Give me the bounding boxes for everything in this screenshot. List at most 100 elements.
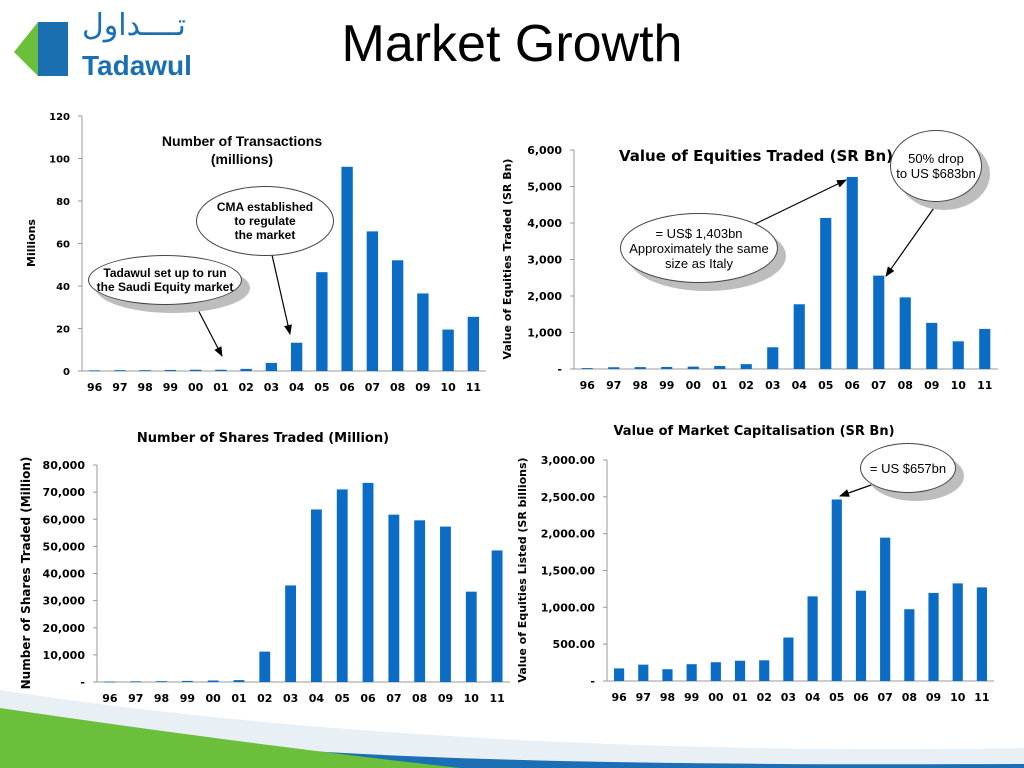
x-tick-label: 06: [853, 691, 869, 704]
chart-value-of-equities-traded: - 1,000 2,000 3,000 4,000 5,000 6,000 96 97 98 99 0…: [501, 144, 998, 392]
y-tick-label: 3,000: [527, 254, 562, 267]
x-tick-label: 11: [977, 379, 992, 392]
bar-01: [215, 369, 227, 371]
y-tick-label: 40: [56, 282, 70, 293]
y-tick-label: 70,000: [43, 486, 86, 499]
x-tick-label: 08: [902, 691, 917, 704]
x-tick-label: 02: [757, 691, 772, 704]
x-tick-label: 04: [792, 379, 808, 392]
logo-arabic-text: تــــداول: [82, 8, 186, 43]
x-tick-label: 97: [128, 692, 143, 705]
bar-09: [417, 293, 429, 371]
bar-98: [139, 370, 151, 371]
y-tick-label: 4,000: [527, 217, 562, 230]
x-tick-label: 02: [739, 379, 754, 392]
y-tick-label: 2,000: [527, 290, 562, 303]
y-tick-label: 10,000: [43, 649, 86, 662]
x-tick-label: 98: [660, 691, 675, 704]
callout-cma-text: CMA established to regulate the market: [196, 186, 334, 256]
bar-98: [634, 367, 646, 369]
x-tick-label: 10: [951, 379, 967, 392]
x-tick-label: 06: [339, 381, 355, 394]
bar-99: [181, 680, 193, 682]
bar-04: [807, 596, 818, 681]
chart-title-line: Number of Transactions: [162, 133, 322, 149]
bar-05: [831, 499, 842, 681]
x-tick-label: 00: [686, 379, 702, 392]
tadawul-logo: تــــداول Tadawul: [10, 8, 192, 81]
callout-cma-established: CMA established to regulate the market: [196, 186, 334, 256]
x-tick-label: 05: [829, 691, 844, 704]
y-tick-label: 80,000: [43, 459, 86, 472]
callout-tadawul-text: Tadawul set up to run the Saudi Equity m…: [88, 255, 242, 305]
chart-number-of-shares-traded: - 10,000 20,000 30,000 40,000 50,000 60,000 70,…: [19, 431, 510, 705]
chart-title-line: (millions): [211, 151, 273, 167]
bar-06: [341, 166, 353, 371]
bar-00: [207, 680, 219, 682]
callout-italy-text: = US$ 1,403bn Approximately the same siz…: [620, 213, 778, 283]
x-tick-label: 02: [238, 381, 253, 394]
bar-05: [316, 272, 328, 371]
bar-08: [391, 260, 404, 371]
bar-07: [880, 537, 891, 681]
x-tick-label: 07: [871, 379, 886, 392]
bar-00: [189, 369, 202, 371]
y-tick-label: 6,000: [527, 144, 562, 157]
bar-02: [259, 651, 271, 682]
x-tick-label: 97: [606, 379, 621, 392]
page-title: Market Growth: [341, 15, 683, 73]
y-tick-label: -: [557, 363, 562, 376]
x-tick-label: 03: [264, 381, 279, 394]
callout-drop-text: 50% drop to US $683bn: [890, 130, 982, 202]
bar-06: [846, 176, 858, 369]
bar-96: [581, 368, 593, 369]
x-tick-label: 99: [180, 692, 195, 705]
x-tick-label: 03: [781, 691, 796, 704]
y-tick-label: 80: [56, 197, 70, 208]
x-tick-label: 01: [213, 381, 228, 394]
x-tick-label: 09: [924, 379, 939, 392]
x-tick-label: 10: [440, 381, 456, 394]
x-tick-label: 10: [950, 691, 966, 704]
callout-italy-comparison: = US$ 1,403bn Approximately the same siz…: [620, 213, 786, 291]
y-tick-label: -: [590, 675, 595, 688]
bar-11: [976, 587, 987, 681]
bar-09: [440, 526, 451, 682]
x-tick-label: 00: [206, 692, 222, 705]
x-tick-label: 96: [611, 691, 627, 704]
y-tick-label: -: [80, 676, 85, 689]
x-tick-label: 97: [636, 691, 651, 704]
bar-97: [638, 664, 649, 681]
chart-title-line: Value of Equities Traded (SR Bn): [619, 147, 893, 165]
x-tick-label: 01: [712, 379, 727, 392]
x-tick-label: 07: [386, 692, 401, 705]
bar-03: [265, 362, 278, 371]
bar-08: [904, 609, 915, 681]
x-tick-label: 10: [464, 692, 480, 705]
bar-03: [783, 637, 794, 681]
bar-07: [366, 231, 379, 371]
bar-01: [734, 660, 746, 681]
bar-05: [336, 489, 348, 682]
chart-title: Value of Market Capitalisation (SR Bn): [613, 424, 894, 439]
bar-01: [714, 365, 726, 369]
x-tick-label: 01: [231, 692, 246, 705]
bar-03: [767, 347, 779, 369]
x-tick-label: 00: [188, 381, 204, 394]
y-tick-label: 1,000.00: [541, 601, 596, 614]
chart-title: Value of Equities Traded (SR Bn): [619, 147, 893, 165]
bar-04: [290, 342, 303, 371]
bar-08: [899, 297, 911, 369]
x-tick-label: 05: [818, 379, 833, 392]
x-tick-label: 05: [335, 692, 350, 705]
bar-99: [661, 366, 673, 369]
x-tick-label: 01: [732, 691, 747, 704]
bar-97: [130, 681, 142, 683]
x-tick-label: 08: [898, 379, 913, 392]
y-tick-label: 60: [56, 240, 70, 251]
y-tick-label: 40,000: [43, 568, 86, 581]
x-tick-label: 06: [360, 692, 376, 705]
bar-97: [114, 370, 126, 371]
bar-11: [979, 328, 991, 369]
x-tick-label: 99: [163, 381, 178, 394]
